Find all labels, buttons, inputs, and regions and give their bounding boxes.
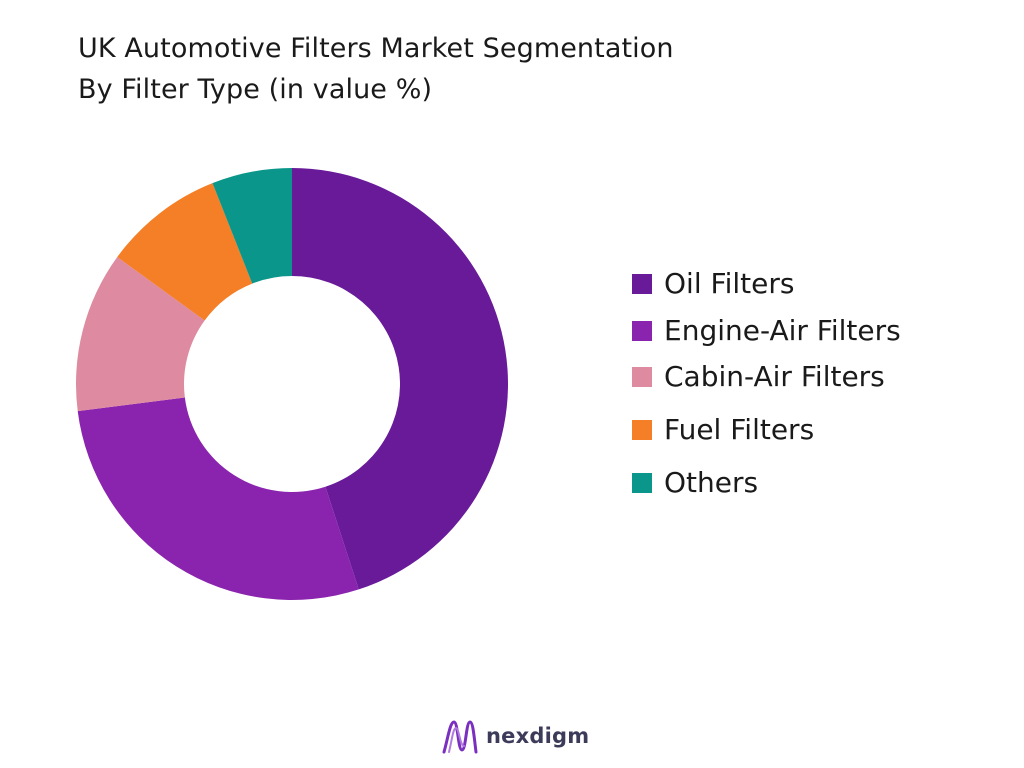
legend-swatch-fuel-filters [632, 420, 652, 440]
legend-swatch-others [632, 473, 652, 493]
donut-slice-engine-air-filters [77, 397, 359, 601]
legend-swatch-engine-air-filters [632, 321, 652, 341]
brand-logo: nexdigm [440, 714, 589, 758]
donut-slice-others [212, 168, 292, 284]
brand-name: nexdigm [486, 724, 590, 748]
legend-item-engine-air-filters: Engine-Air Filters [632, 311, 901, 351]
legend-item-cabin-air-filters: Cabin-Air Filters [632, 357, 885, 397]
legend-label-fuel-filters: Fuel Filters [664, 413, 815, 446]
chart-title-line-1: UK Automotive Filters Market Segmentatio… [78, 33, 674, 64]
donut-slice-fuel-filters [117, 183, 253, 321]
legend-swatch-oil-filters [632, 274, 652, 294]
legend-item-oil-filters: Oil Filters [632, 264, 794, 304]
legend-label-engine-air-filters: Engine-Air Filters [664, 314, 901, 347]
legend-item-fuel-filters: Fuel Filters [632, 410, 814, 450]
nexdigm-logo-icon [442, 720, 478, 754]
legend-label-others: Others [664, 466, 759, 499]
legend-swatch-cabin-air-filters [632, 367, 652, 387]
legend-item-others: Others [632, 463, 758, 503]
donut-slice-oil-filters [292, 168, 509, 590]
legend-label-cabin-air-filters: Cabin-Air Filters [664, 360, 885, 393]
donut-slice-cabin-air-filters [76, 257, 205, 412]
legend-label-oil-filters: Oil Filters [664, 267, 795, 300]
chart-title-line-2: By Filter Type (in value %) [78, 74, 433, 105]
chart-title: UK Automotive Filters Market Segmentatio… [78, 28, 838, 110]
